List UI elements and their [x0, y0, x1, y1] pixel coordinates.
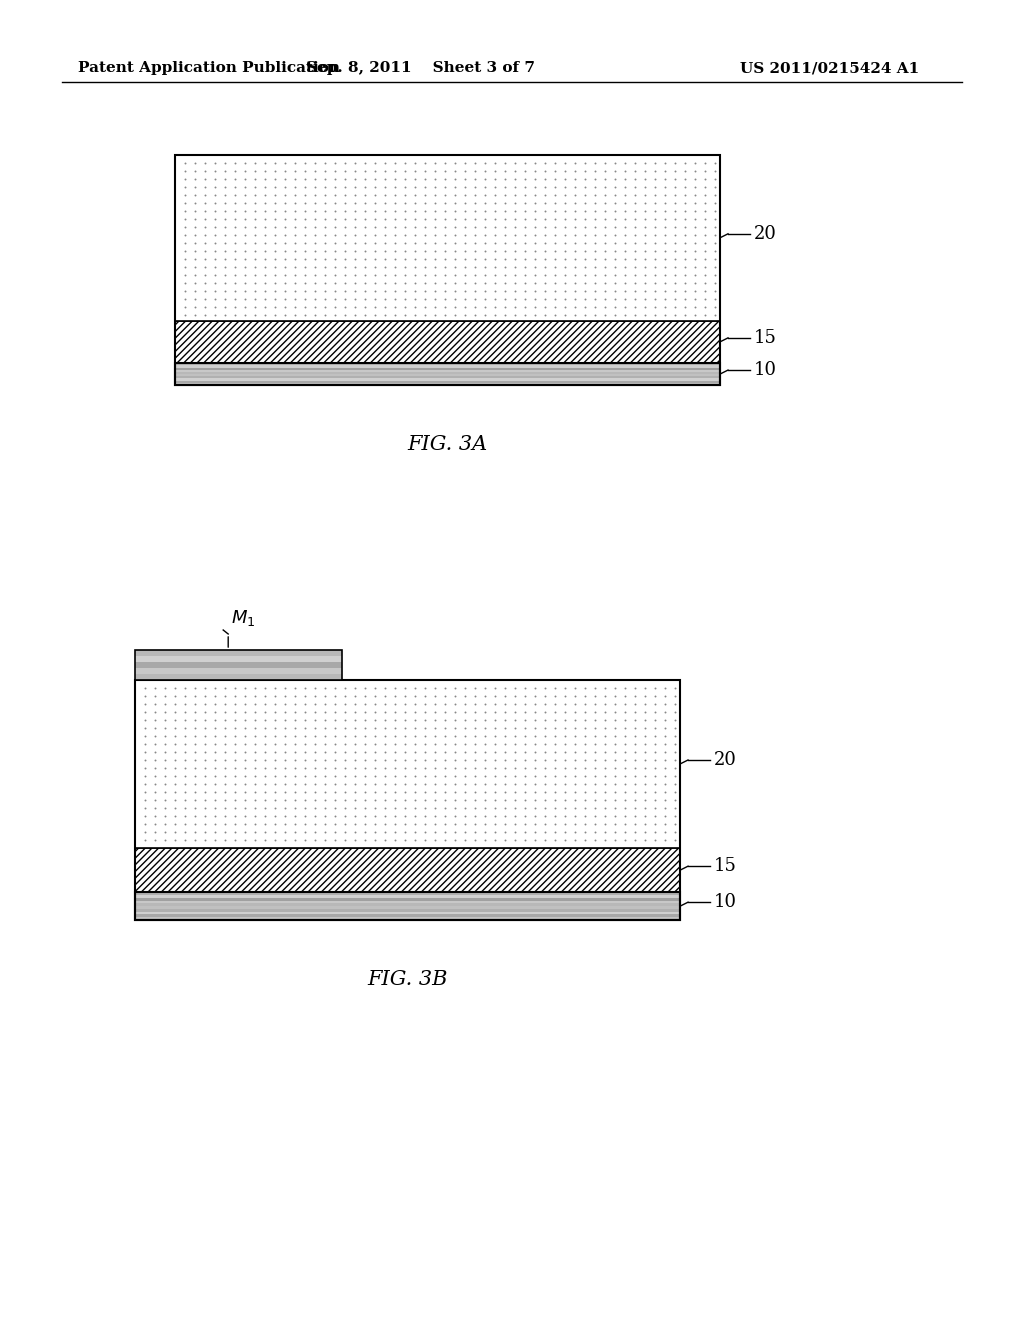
- Bar: [135, 656, 342, 663]
- Bar: [135, 912, 680, 915]
- Bar: [175, 379, 720, 380]
- Text: Sep. 8, 2011    Sheet 3 of 7: Sep. 8, 2011 Sheet 3 of 7: [305, 61, 535, 75]
- Bar: [175, 363, 720, 385]
- Bar: [135, 680, 680, 920]
- Text: 10: 10: [754, 362, 777, 379]
- Bar: [135, 898, 680, 900]
- Bar: [135, 917, 680, 920]
- Text: 20: 20: [754, 224, 777, 243]
- Bar: [175, 366, 720, 367]
- Text: FIG. 3A: FIG. 3A: [408, 436, 487, 454]
- Bar: [135, 668, 342, 675]
- Bar: [135, 680, 680, 847]
- Bar: [175, 321, 720, 363]
- Bar: [175, 363, 720, 366]
- Bar: [135, 892, 680, 920]
- Bar: [135, 903, 680, 907]
- Bar: [175, 380, 720, 383]
- Bar: [135, 915, 680, 917]
- Bar: [135, 847, 680, 892]
- Text: FIG. 3B: FIG. 3B: [368, 970, 447, 989]
- Text: 15: 15: [754, 329, 777, 347]
- Bar: [175, 376, 720, 379]
- Bar: [175, 372, 720, 374]
- Bar: [135, 675, 342, 680]
- Bar: [175, 367, 720, 370]
- Bar: [135, 900, 680, 903]
- Text: US 2011/0215424 A1: US 2011/0215424 A1: [740, 61, 920, 75]
- Bar: [175, 154, 720, 321]
- Text: 10: 10: [714, 894, 737, 911]
- Bar: [135, 895, 680, 898]
- Bar: [135, 649, 342, 680]
- Bar: [175, 383, 720, 385]
- Text: 20: 20: [714, 751, 737, 770]
- Bar: [175, 370, 720, 372]
- Bar: [135, 649, 342, 656]
- Text: 15: 15: [714, 857, 737, 875]
- Text: Patent Application Publication: Patent Application Publication: [78, 61, 340, 75]
- Bar: [135, 892, 680, 895]
- Bar: [135, 907, 680, 909]
- Bar: [135, 663, 342, 668]
- Bar: [175, 154, 720, 385]
- Bar: [175, 374, 720, 376]
- Text: $M_1$: $M_1$: [231, 609, 256, 628]
- Bar: [135, 909, 680, 912]
